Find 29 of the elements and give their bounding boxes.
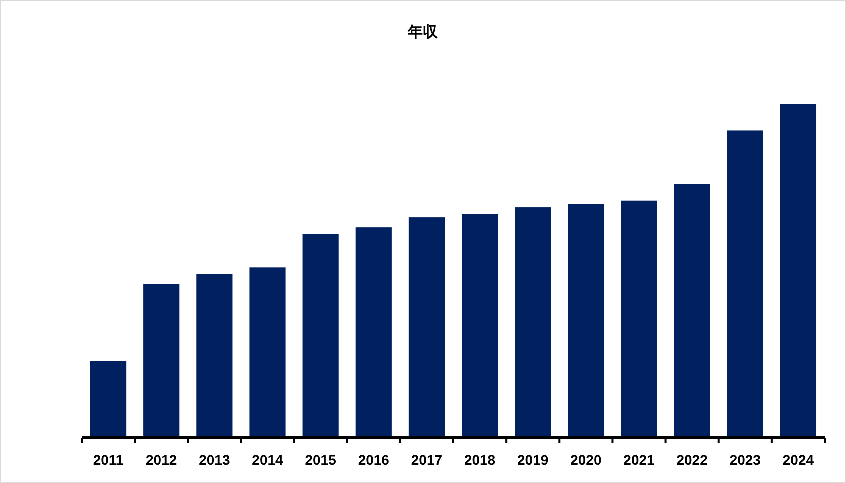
bar — [356, 228, 392, 438]
x-tick-label: 2013 — [199, 452, 230, 468]
bar — [621, 200, 658, 438]
bar — [408, 218, 446, 438]
bar — [727, 130, 764, 438]
x-tick-label: 2023 — [730, 452, 762, 468]
x-tick-label: 2015 — [305, 452, 337, 468]
bar — [144, 284, 180, 438]
chart-title: 年収 — [407, 24, 439, 41]
x-tick-label: 2017 — [411, 452, 443, 468]
bar — [515, 208, 552, 438]
bar — [568, 204, 604, 438]
x-tick-label: 2020 — [570, 452, 602, 468]
bar — [250, 268, 286, 438]
x-tick-label: 2024 — [782, 452, 814, 468]
x-tick-label: 2018 — [464, 452, 496, 468]
x-tick-label: 2014 — [252, 452, 284, 468]
x-tick-label: 2022 — [676, 452, 708, 468]
bar — [462, 214, 498, 438]
bar — [302, 234, 339, 438]
bar — [90, 361, 127, 438]
x-tick-label: 2019 — [518, 452, 549, 468]
x-tick-label: 2021 — [624, 452, 656, 468]
x-tick-label: 2011 — [93, 452, 124, 468]
x-tick-label: 2016 — [358, 452, 390, 468]
bar — [674, 184, 710, 438]
x-tick-label: 2012 — [146, 452, 178, 468]
bar — [196, 274, 233, 438]
bar — [780, 104, 817, 438]
